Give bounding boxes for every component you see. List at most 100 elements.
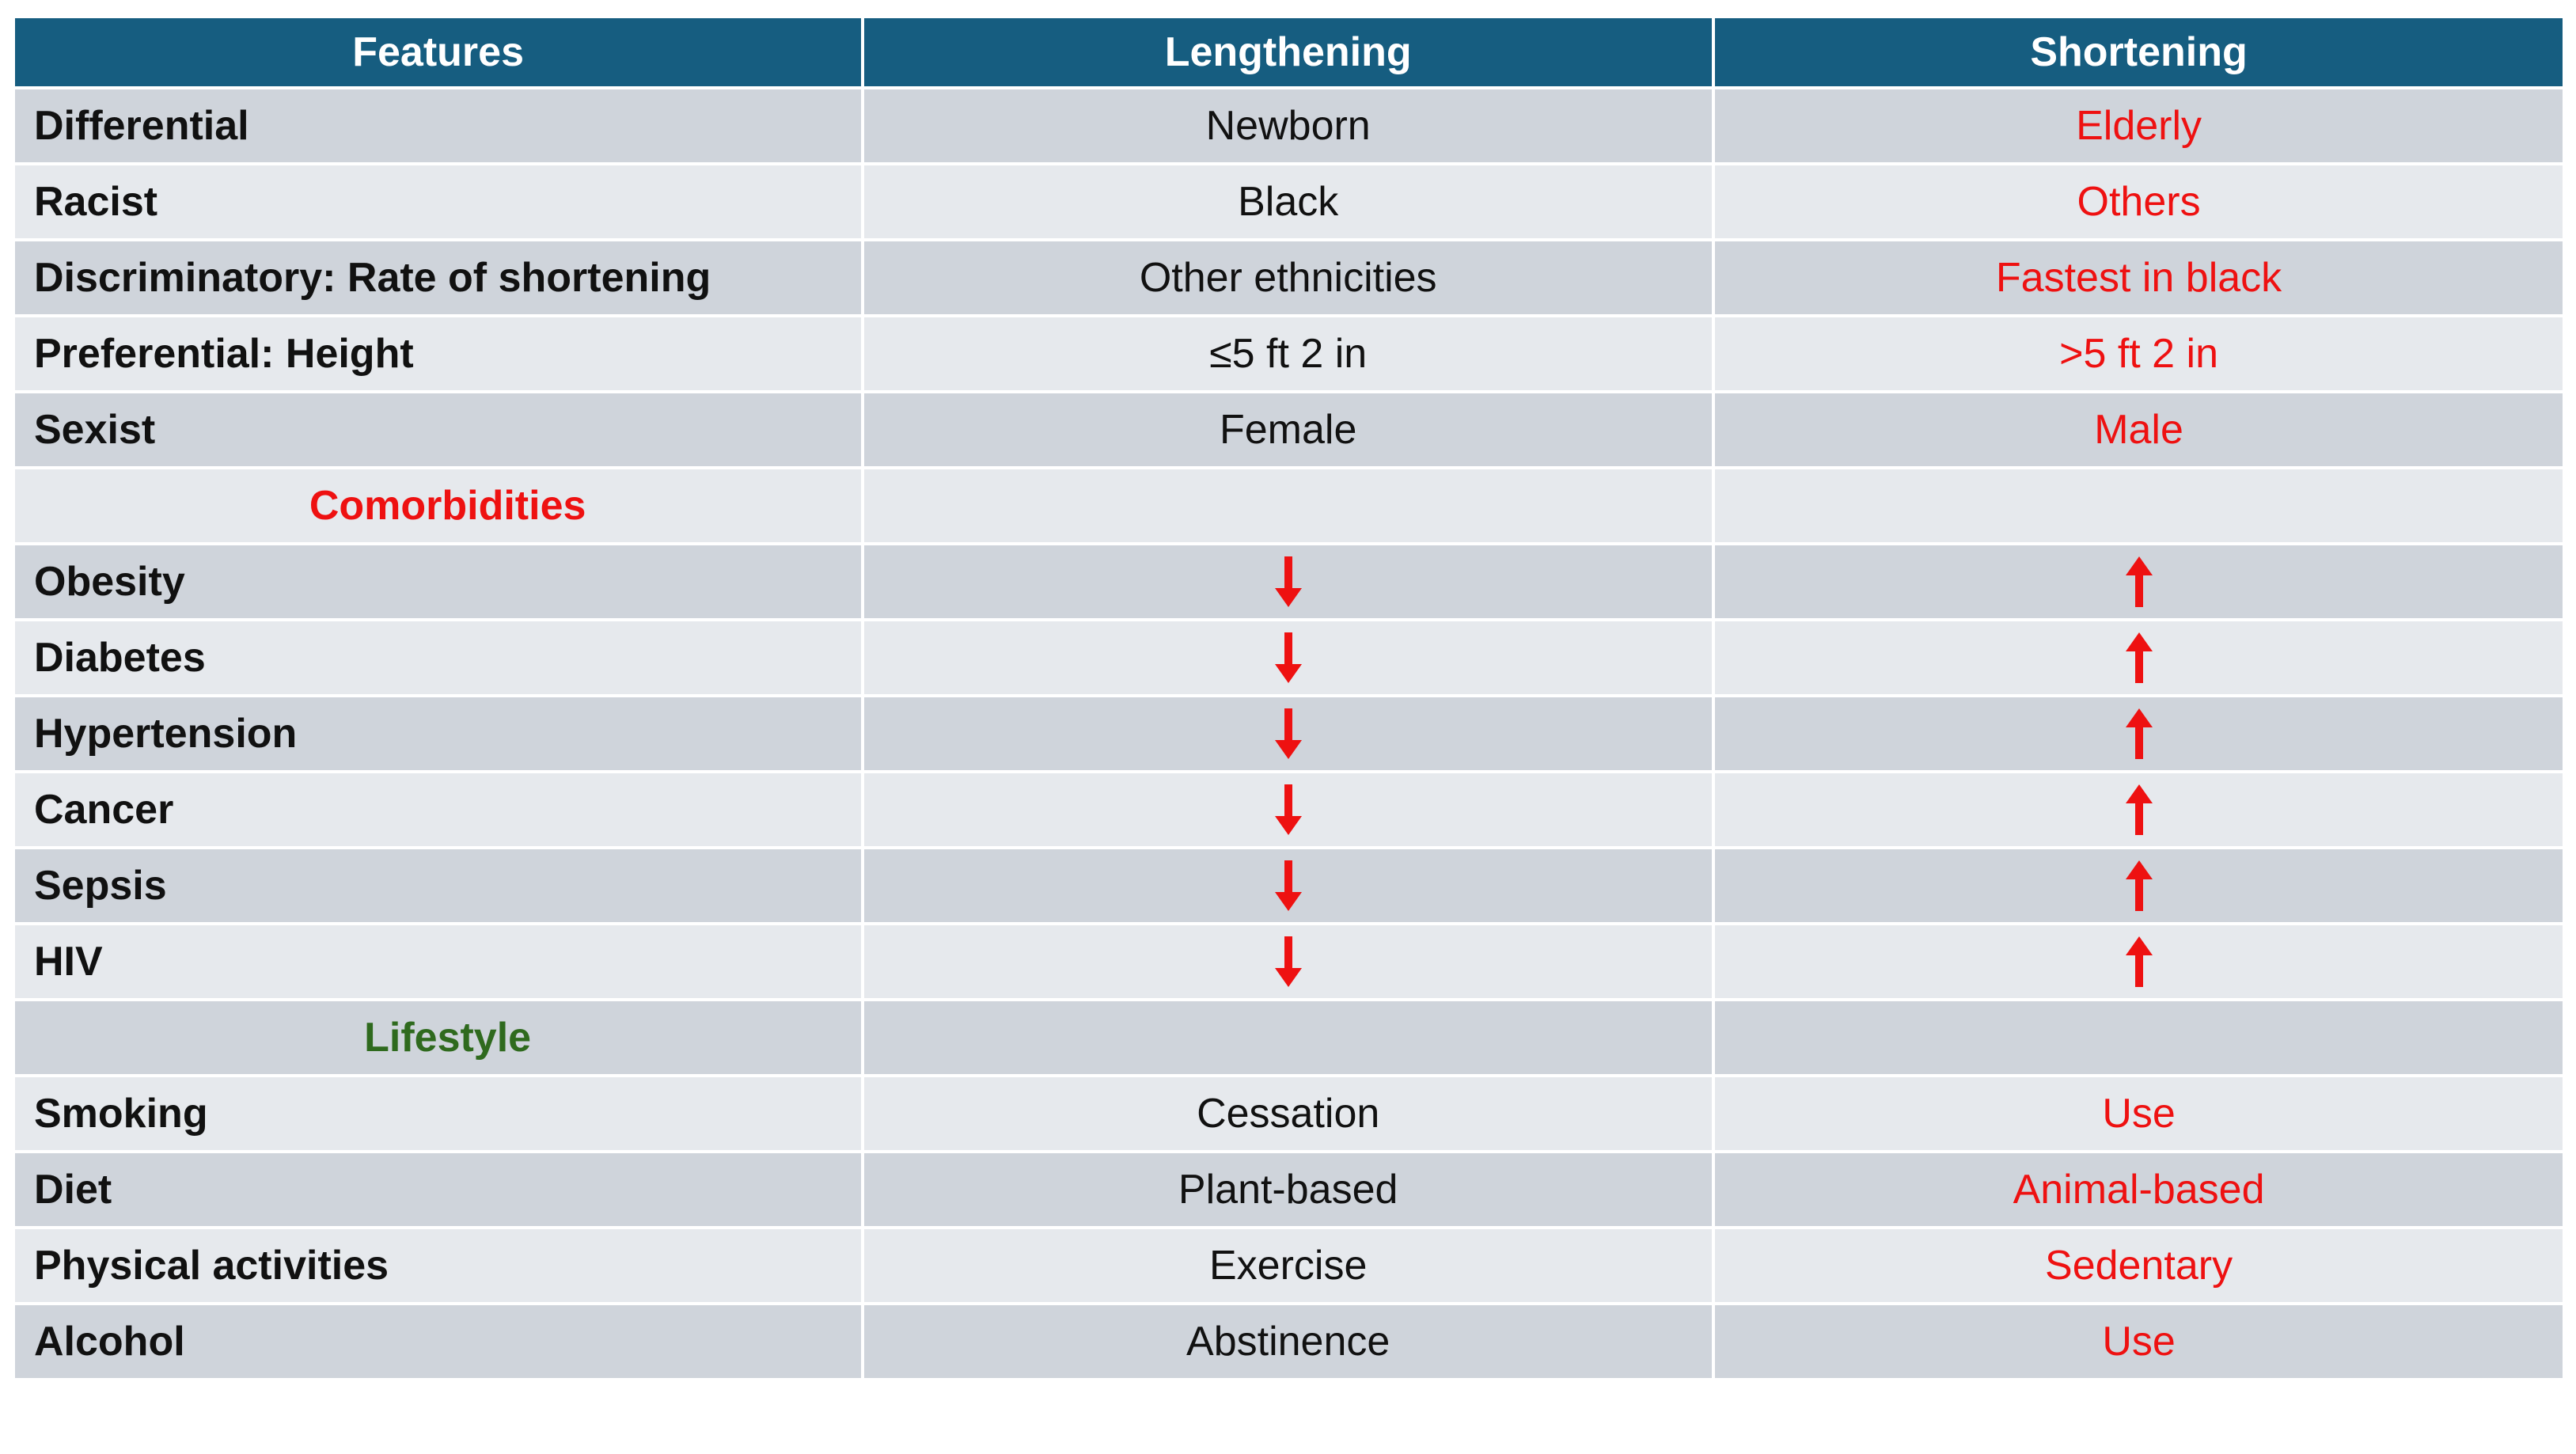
feature-cell: Obesity xyxy=(11,542,865,621)
arrow-down xyxy=(1274,784,1302,835)
empty-cell xyxy=(861,466,1716,545)
table-row: Diet Plant-based Animal-based xyxy=(11,1150,2566,1229)
arrow-down xyxy=(1274,632,1302,683)
arrow-up xyxy=(2125,556,2153,607)
feature-cell: Differential xyxy=(11,86,865,165)
header-cell: Lengthening xyxy=(861,15,1716,89)
arrow-shape xyxy=(1274,708,1302,759)
table-row: Preferential: Height ≤5 ft 2 in >5 ft 2 in xyxy=(11,314,2566,393)
lengthening-cell: Black xyxy=(861,162,1716,241)
shortening-cell: Fastest in black xyxy=(1712,238,2566,317)
lengthening-cell: ≤5 ft 2 in xyxy=(861,314,1716,393)
table-row: Cancer xyxy=(11,770,2566,849)
lengthening-cell xyxy=(861,922,1716,1001)
shortening-cell xyxy=(1712,922,2566,1001)
arrow-down xyxy=(1274,556,1302,607)
table-row: Diabetes xyxy=(11,618,2566,697)
table-row: HIV xyxy=(11,922,2566,1001)
arrow-shape xyxy=(1274,784,1302,835)
empty-cell xyxy=(1712,998,2566,1077)
shortening-cell xyxy=(1712,542,2566,621)
table-row: Sepsis xyxy=(11,846,2566,925)
empty-cell xyxy=(861,998,1716,1077)
section-title: Lifestyle xyxy=(11,998,865,1077)
shortening-cell: Use xyxy=(1712,1302,2566,1381)
lengthening-cell: Plant-based xyxy=(861,1150,1716,1229)
arrow-shape xyxy=(1274,556,1302,607)
arrow-up xyxy=(2125,936,2153,987)
lengthening-cell xyxy=(861,846,1716,925)
table-head: Features Lengthening Shortening xyxy=(11,15,2566,89)
arrow-shape xyxy=(2125,556,2153,607)
feature-cell: Preferential: Height xyxy=(11,314,865,393)
table-row: Physical activities Exercise Sedentary xyxy=(11,1226,2566,1305)
arrow-up xyxy=(2125,860,2153,911)
arrow-down xyxy=(1274,860,1302,911)
arrow-shape xyxy=(2125,936,2153,987)
arrow-shape xyxy=(1274,632,1302,683)
lengthening-cell xyxy=(861,770,1716,849)
arrow-up xyxy=(2125,632,2153,683)
shortening-cell: Sedentary xyxy=(1712,1226,2566,1305)
features-table: Features Lengthening Shortening Differen… xyxy=(11,15,2566,1381)
feature-cell: HIV xyxy=(11,922,865,1001)
lengthening-cell: Newborn xyxy=(861,86,1716,165)
arrow-shape xyxy=(1274,936,1302,987)
lengthening-cell: Cessation xyxy=(861,1074,1716,1153)
shortening-cell xyxy=(1712,770,2566,849)
table-row: Obesity xyxy=(11,542,2566,621)
lengthening-cell: Female xyxy=(861,390,1716,469)
feature-cell: Physical activities xyxy=(11,1226,865,1305)
arrow-shape xyxy=(2125,708,2153,759)
lengthening-cell xyxy=(861,618,1716,697)
arrow-up xyxy=(2125,708,2153,759)
header-cell: Shortening xyxy=(1712,15,2566,89)
feature-cell: Cancer xyxy=(11,770,865,849)
table-body: Differential Newborn Elderly Racist Black Oth… xyxy=(11,86,2566,1381)
table-row: Hypertension xyxy=(11,694,2566,773)
shortening-cell xyxy=(1712,694,2566,773)
arrow-up xyxy=(2125,784,2153,835)
shortening-cell xyxy=(1712,618,2566,697)
header-row: Features Lengthening Shortening xyxy=(11,15,2566,89)
table-row: Racist Black Others xyxy=(11,162,2566,241)
arrow-down xyxy=(1274,708,1302,759)
lengthening-cell: Exercise xyxy=(861,1226,1716,1305)
shortening-cell: Elderly xyxy=(1712,86,2566,165)
header-cell: Features xyxy=(11,15,865,89)
arrow-shape xyxy=(2125,784,2153,835)
shortening-cell xyxy=(1712,846,2566,925)
table-row: Comorbidities xyxy=(11,466,2566,545)
lengthening-cell: Abstinence xyxy=(861,1302,1716,1381)
arrow-down xyxy=(1274,936,1302,987)
lengthening-cell xyxy=(861,694,1716,773)
feature-cell: Diet xyxy=(11,1150,865,1229)
feature-cell: Sepsis xyxy=(11,846,865,925)
shortening-cell: Animal-based xyxy=(1712,1150,2566,1229)
table-row: Alcohol Abstinence Use xyxy=(11,1302,2566,1381)
arrow-shape xyxy=(2125,860,2153,911)
feature-cell: Diabetes xyxy=(11,618,865,697)
shortening-cell: >5 ft 2 in xyxy=(1712,314,2566,393)
feature-cell: Hypertension xyxy=(11,694,865,773)
feature-cell: Alcohol xyxy=(11,1302,865,1381)
feature-cell: Racist xyxy=(11,162,865,241)
table-row: Lifestyle xyxy=(11,998,2566,1077)
arrow-shape xyxy=(1274,860,1302,911)
table-row: Differential Newborn Elderly xyxy=(11,86,2566,165)
table-row: Discriminatory: Rate of shortening Other … xyxy=(11,238,2566,317)
lengthening-cell: Other ethnicities xyxy=(861,238,1716,317)
feature-cell: Sexist xyxy=(11,390,865,469)
shortening-cell: Others xyxy=(1712,162,2566,241)
shortening-cell: Male xyxy=(1712,390,2566,469)
feature-cell: Discriminatory: Rate of shortening xyxy=(11,238,865,317)
table-row: Sexist Female Male xyxy=(11,390,2566,469)
section-title: Comorbidities xyxy=(11,466,865,545)
shortening-cell: Use xyxy=(1712,1074,2566,1153)
table-row: Smoking Cessation Use xyxy=(11,1074,2566,1153)
empty-cell xyxy=(1712,466,2566,545)
arrow-shape xyxy=(2125,632,2153,683)
lengthening-cell xyxy=(861,542,1716,621)
feature-cell: Smoking xyxy=(11,1074,865,1153)
